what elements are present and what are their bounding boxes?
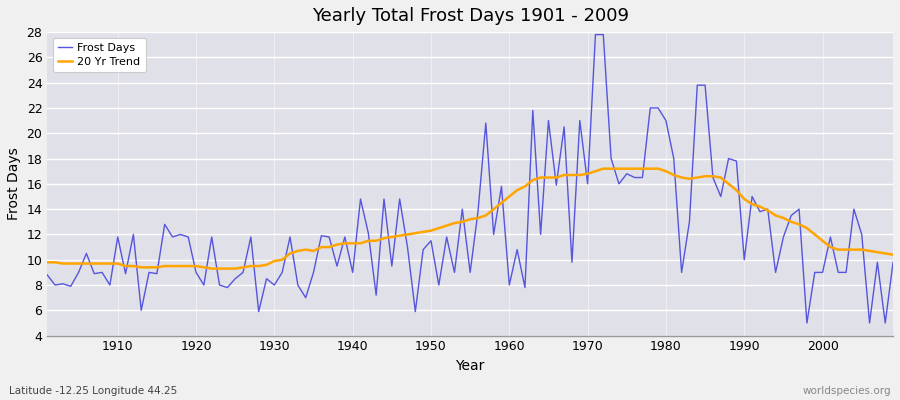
20 Yr Trend [598, 166, 608, 171]
X-axis label: Year: Year [455, 359, 485, 373]
20 Yr Trend [284, 251, 295, 256]
Frost Days [504, 283, 515, 288]
20 Yr Trend [614, 166, 625, 171]
20 Yr Trend [504, 194, 515, 199]
Frost Days [324, 234, 335, 239]
Frost Days [590, 32, 601, 37]
20 Yr Trend [206, 266, 217, 271]
20 Yr Trend [512, 188, 523, 192]
Title: Yearly Total Frost Days 1901 - 2009: Yearly Total Frost Days 1901 - 2009 [311, 7, 628, 25]
Frost Days [496, 184, 507, 189]
Frost Days [41, 272, 52, 277]
Legend: Frost Days, 20 Yr Trend: Frost Days, 20 Yr Trend [53, 38, 146, 72]
Frost Days [277, 270, 288, 275]
Y-axis label: Frost Days: Frost Days [7, 148, 21, 220]
Line: Frost Days: Frost Days [47, 34, 893, 323]
Line: 20 Yr Trend: 20 Yr Trend [47, 169, 893, 268]
20 Yr Trend [104, 261, 115, 266]
20 Yr Trend [331, 242, 342, 247]
Text: Latitude -12.25 Longitude 44.25: Latitude -12.25 Longitude 44.25 [9, 386, 177, 396]
Frost Days [104, 283, 115, 288]
Frost Days [802, 320, 813, 325]
Frost Days [606, 156, 616, 161]
Frost Days [887, 260, 898, 265]
20 Yr Trend [887, 252, 898, 257]
Text: worldspecies.org: worldspecies.org [803, 386, 891, 396]
20 Yr Trend [41, 260, 52, 265]
